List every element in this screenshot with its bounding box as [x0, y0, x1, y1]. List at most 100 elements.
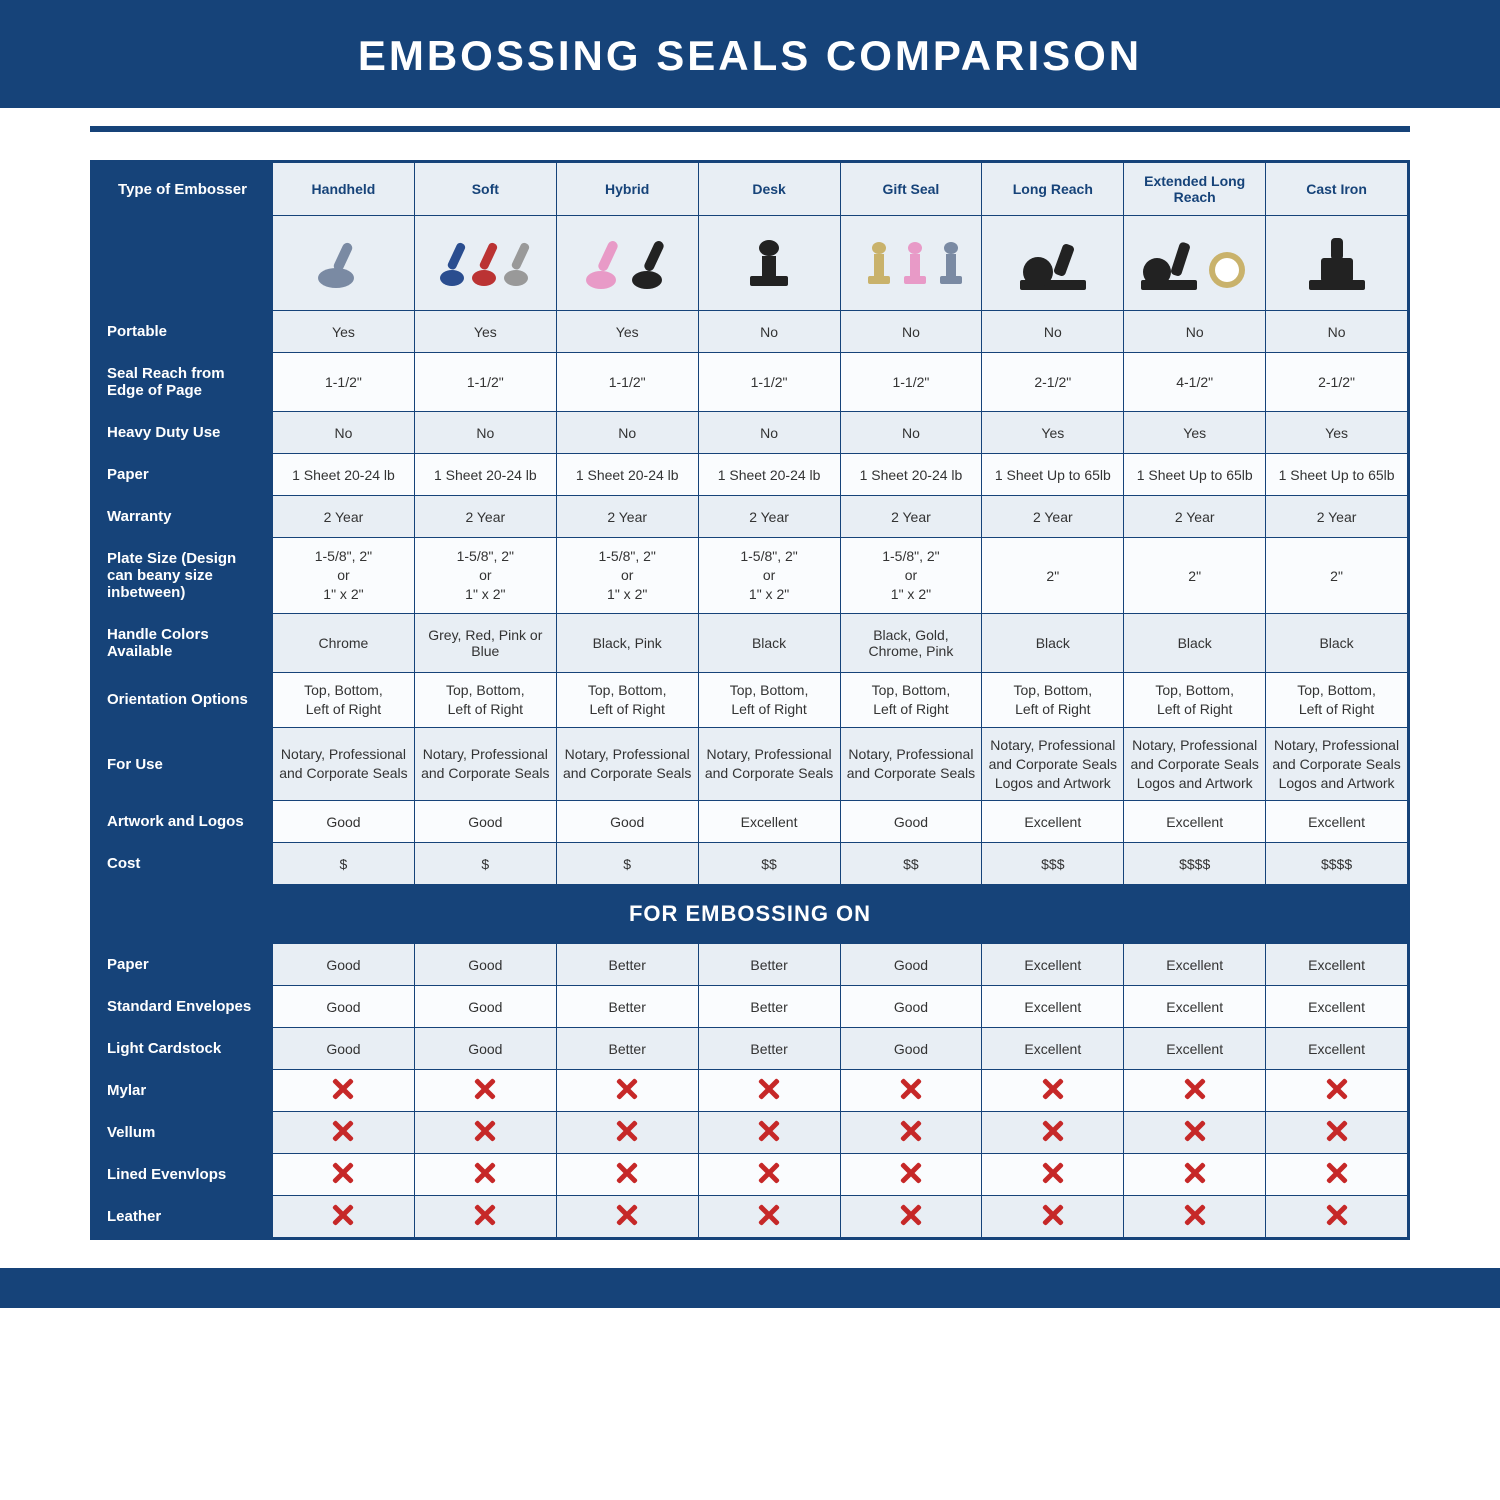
- table-cell: $$$: [982, 843, 1124, 885]
- table-cell: $$: [698, 843, 840, 885]
- table-cell: $$$$: [1266, 843, 1408, 885]
- table-cell: Notary, Professionaland Corporate Seals: [273, 727, 415, 801]
- table-cell: [556, 1196, 698, 1238]
- table-cell: 1-5/8", 2"or1" x 2": [556, 538, 698, 614]
- no-icon: [616, 1162, 638, 1184]
- table-cell: Top, Bottom,Left of Right: [840, 673, 982, 728]
- table-cell: Yes: [273, 311, 415, 353]
- row-label: Leather: [93, 1196, 273, 1238]
- row-label: Lined Evenvlops: [93, 1154, 273, 1196]
- table-cell: 1 Sheet 20-24 lb: [414, 454, 556, 496]
- table-cell: 2 Year: [1124, 496, 1266, 538]
- table-row: Artwork and LogosGoodGoodGoodExcellentGo…: [93, 801, 1408, 843]
- no-icon: [1042, 1204, 1064, 1226]
- table-row: PaperGoodGoodBetterBetterGoodExcellentEx…: [93, 944, 1408, 986]
- table-cell: Black: [1266, 614, 1408, 673]
- no-icon: [1184, 1162, 1206, 1184]
- table-cell: [840, 1196, 982, 1238]
- table-cell: [698, 1154, 840, 1196]
- img-desk: [698, 216, 840, 311]
- table-cell: 2-1/2": [982, 353, 1124, 412]
- table-cell: Yes: [414, 311, 556, 353]
- table-cell: [982, 1070, 1124, 1112]
- embosser-icon: [577, 228, 677, 298]
- table-cell: Better: [698, 944, 840, 986]
- table-cell: [273, 1112, 415, 1154]
- table-cell: 2": [982, 538, 1124, 614]
- table-cell: Good: [556, 801, 698, 843]
- table-row: Seal Reach from Edge of Page1-1/2"1-1/2"…: [93, 353, 1408, 412]
- table-cell: Top, Bottom,Left of Right: [698, 673, 840, 728]
- section-banner-row: FOR EMBOSSING ON: [93, 885, 1408, 944]
- table-cell: 2 Year: [556, 496, 698, 538]
- table-cell: Notary, Professionaland Corporate SealsL…: [1124, 727, 1266, 801]
- no-icon: [1042, 1120, 1064, 1142]
- table-cell: Good: [273, 944, 415, 986]
- table-cell: [414, 1154, 556, 1196]
- image-row-label: [93, 216, 273, 311]
- table-cell: 1 Sheet 20-24 lb: [273, 454, 415, 496]
- table-cell: 2": [1124, 538, 1266, 614]
- table-cell: [982, 1154, 1124, 1196]
- table-cell: Black, Gold, Chrome, Pink: [840, 614, 982, 673]
- footer-bar: [0, 1268, 1500, 1308]
- row-label: Handle Colors Available: [93, 614, 273, 673]
- table-cell: $: [273, 843, 415, 885]
- table-cell: [840, 1070, 982, 1112]
- table-cell: Chrome: [273, 614, 415, 673]
- table-row: Vellum: [93, 1112, 1408, 1154]
- table-cell: [273, 1196, 415, 1238]
- table-cell: [1124, 1154, 1266, 1196]
- table-row: Lined Evenvlops: [93, 1154, 1408, 1196]
- no-icon: [616, 1204, 638, 1226]
- table-cell: [414, 1196, 556, 1238]
- table-cell: 1-5/8", 2"or1" x 2": [698, 538, 840, 614]
- table-cell: Good: [840, 944, 982, 986]
- col-soft: Soft: [414, 163, 556, 216]
- product-image-row: [93, 216, 1408, 311]
- row-label: Cost: [93, 843, 273, 885]
- table-cell: Black, Pink: [556, 614, 698, 673]
- table-cell: Yes: [1124, 412, 1266, 454]
- table-row: Orientation OptionsTop, Bottom,Left of R…: [93, 673, 1408, 728]
- table-cell: [698, 1112, 840, 1154]
- table-cell: No: [840, 311, 982, 353]
- table-cell: [698, 1196, 840, 1238]
- embosser-icon: [856, 228, 966, 298]
- embossing-rows-body: PaperGoodGoodBetterBetterGoodExcellentEx…: [93, 944, 1408, 1238]
- table-cell: Good: [840, 1028, 982, 1070]
- table-cell: Excellent: [1266, 944, 1408, 986]
- table-cell: 1-5/8", 2"or1" x 2": [840, 538, 982, 614]
- table-cell: Excellent: [1124, 801, 1266, 843]
- row-label: Seal Reach from Edge of Page: [93, 353, 273, 412]
- table-cell: Top, Bottom,Left of Right: [982, 673, 1124, 728]
- no-icon: [1326, 1162, 1348, 1184]
- table-cell: [840, 1112, 982, 1154]
- table-cell: No: [1266, 311, 1408, 353]
- row-label: Paper: [93, 944, 273, 986]
- table-cell: 2-1/2": [1266, 353, 1408, 412]
- table-cell: Good: [273, 1028, 415, 1070]
- table-cell: No: [273, 412, 415, 454]
- table-cell: Good: [273, 986, 415, 1028]
- row-label: For Use: [93, 727, 273, 801]
- no-icon: [1326, 1078, 1348, 1100]
- img-hybrid: [556, 216, 698, 311]
- table-cell: [1266, 1070, 1408, 1112]
- no-icon: [474, 1120, 496, 1142]
- no-icon: [758, 1204, 780, 1226]
- no-icon: [332, 1162, 354, 1184]
- main-rows-body: PortableYesYesYesNoNoNoNoNoSeal Reach fr…: [93, 311, 1408, 885]
- table-cell: 2 Year: [1266, 496, 1408, 538]
- row-label: Plate Size (Design can beany size inbetw…: [93, 538, 273, 614]
- table-cell: Better: [698, 986, 840, 1028]
- table-cell: Black: [982, 614, 1124, 673]
- no-icon: [332, 1078, 354, 1100]
- no-icon: [474, 1162, 496, 1184]
- table-cell: [414, 1112, 556, 1154]
- col-extlongreach: Extended Long Reach: [1124, 163, 1266, 216]
- table-cell: Good: [840, 986, 982, 1028]
- table-cell: Good: [414, 944, 556, 986]
- img-longreach: [982, 216, 1124, 311]
- embosser-icon: [308, 228, 378, 298]
